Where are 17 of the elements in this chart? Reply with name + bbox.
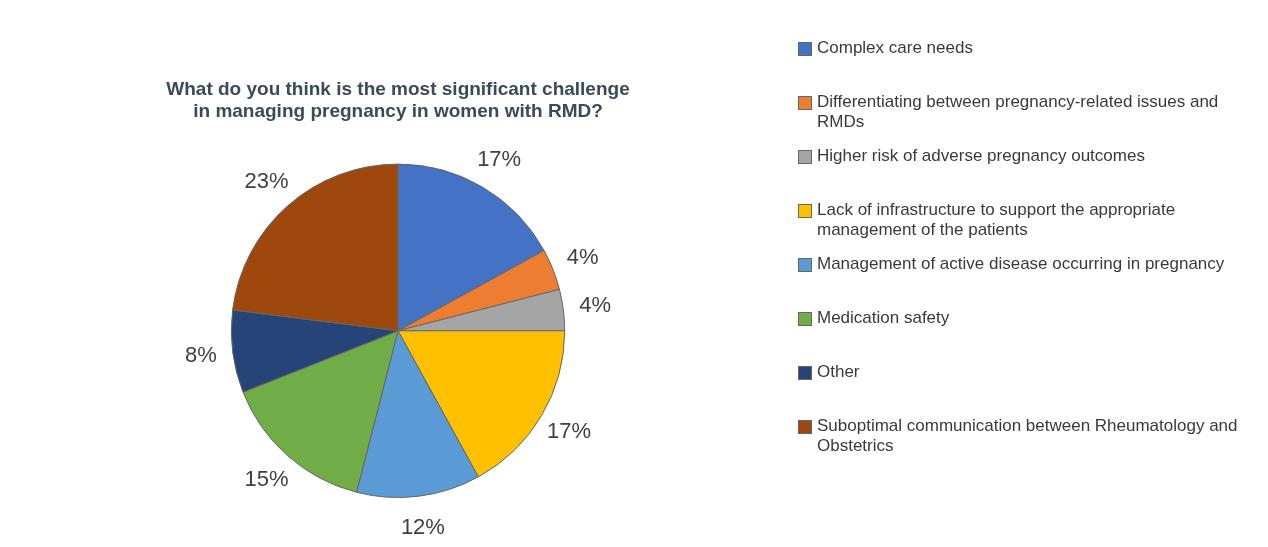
text: What do you think is the most significant challenge in managing pregnancy in women with RMD? bbox=[166, 77, 630, 122]
legend-label: Medication safety bbox=[817, 308, 950, 328]
data-label: 8% bbox=[184, 341, 217, 367]
legend-label: Management of active disease occurring in pregnancy bbox=[817, 254, 1225, 274]
data-label: 17% bbox=[547, 418, 592, 444]
data-label: 4% bbox=[566, 243, 599, 269]
data-label: 23% bbox=[244, 167, 289, 193]
legend-label: Complex care needs bbox=[817, 38, 973, 58]
data-label: 15% bbox=[244, 465, 289, 491]
legend-label: Differentiating between pregnancy-related issues and RMDs bbox=[817, 92, 1220, 132]
data-label: 4% bbox=[579, 291, 612, 317]
legend-label: Other bbox=[817, 362, 860, 382]
legend-label: Suboptimal communication between Rheumatology and Obstetrics bbox=[817, 416, 1239, 456]
legend-label: Higher risk of adverse pregnancy outcomes bbox=[817, 146, 1145, 166]
data-label: 17% bbox=[477, 145, 522, 171]
data-label: 12% bbox=[400, 514, 445, 539]
legend-label: Lack of infrastructure to support the appropriate management of the patients bbox=[817, 200, 1177, 240]
